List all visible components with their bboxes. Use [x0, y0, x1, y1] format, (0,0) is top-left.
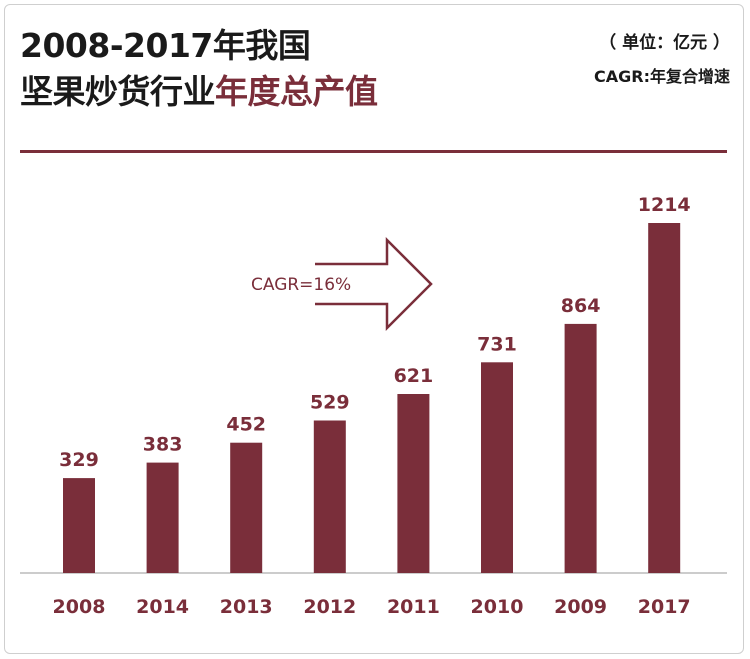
- category-label-2008: 2008: [53, 596, 106, 618]
- chart-title: 2008-2017年我国 坚果炒货行业年度总产值: [20, 24, 378, 116]
- bars-layer: [63, 223, 681, 573]
- chart-frame: [4, 4, 744, 654]
- cagr-note: CAGR:年复合增速: [594, 67, 730, 86]
- bar-2014: [146, 462, 179, 573]
- category-label-2017: 2017: [638, 596, 691, 618]
- category-label-2010: 2010: [471, 596, 524, 618]
- bar-2013: [230, 442, 263, 573]
- value-label-2014: 383: [143, 434, 183, 456]
- cagr-annotation-label: CAGR=16%: [251, 275, 351, 295]
- category-label-2011: 2011: [387, 596, 440, 618]
- bar-2008: [63, 478, 95, 573]
- value-label-2009: 864: [561, 295, 601, 317]
- category-label-2013: 2013: [220, 596, 273, 618]
- category-label-2014: 2014: [136, 596, 189, 618]
- unit-label: （ 单位：亿元 ）: [599, 33, 730, 53]
- title-line-2-main: 坚果炒货行业: [20, 72, 216, 111]
- bar-2010: [481, 362, 513, 573]
- category-labels-layer: 2008 2014 2013 2012 2011 2010 2009 2017: [53, 596, 691, 618]
- cagr-arrow-icon: [315, 236, 433, 332]
- value-label-2010: 731: [477, 333, 517, 355]
- bar-2009: [564, 323, 597, 573]
- value-label-2017: 1214: [638, 194, 691, 216]
- value-label-2008: 329: [59, 449, 99, 471]
- category-label-2012: 2012: [303, 596, 356, 618]
- value-labels-layer: 329 383 452 529 621 731 864 1214: [59, 194, 690, 471]
- value-label-2012: 529: [310, 392, 350, 414]
- title-divider: [20, 150, 727, 153]
- value-label-2013: 452: [226, 414, 266, 436]
- title-line-1: 2008-2017年我国: [20, 26, 311, 65]
- bar-2017: [648, 223, 681, 573]
- title-line-2: 坚果炒货行业年度总产值: [20, 68, 378, 116]
- cagr-annotation: CAGR=16%: [251, 236, 433, 332]
- bar-2011: [397, 394, 430, 573]
- bar-2012: [313, 420, 346, 573]
- value-label-2011: 621: [394, 365, 434, 387]
- unit-block: （ 单位：亿元 ） CAGR:年复合增速: [594, 30, 730, 92]
- title-line-2-accent: 年度总产值: [215, 72, 378, 111]
- category-label-2009: 2009: [554, 596, 607, 618]
